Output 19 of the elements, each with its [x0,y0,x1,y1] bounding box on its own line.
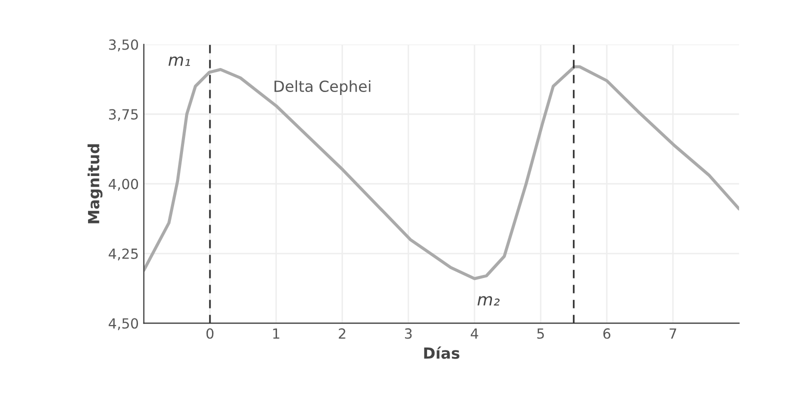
x-tick-label: 6 [603,328,610,339]
x-tick-label: 0 [206,328,214,339]
x-tick-label: 3 [405,328,412,339]
annotation: Delta Cephei [274,80,370,96]
y-tick-label: 3,75 [109,109,138,122]
y-tick-label: 4,25 [108,248,138,260]
x-tick-label: 7 [670,328,676,339]
x-tick-label: 2 [338,328,346,339]
annotation: m₁ [168,56,190,66]
annotation: m₂ [478,296,500,306]
y-tick-label: 4,00 [108,178,138,191]
x-tick-label: 4 [470,328,478,339]
x-tick-label: 5 [537,328,544,339]
y-tick-label: 3,50 [109,39,138,52]
y-tick-label: 4,50 [108,318,138,330]
line-series [144,65,740,280]
x-tick-label: 1 [273,328,280,339]
y-axis-title: Magnitud [88,144,102,224]
x-axis-title: Días [424,346,460,359]
